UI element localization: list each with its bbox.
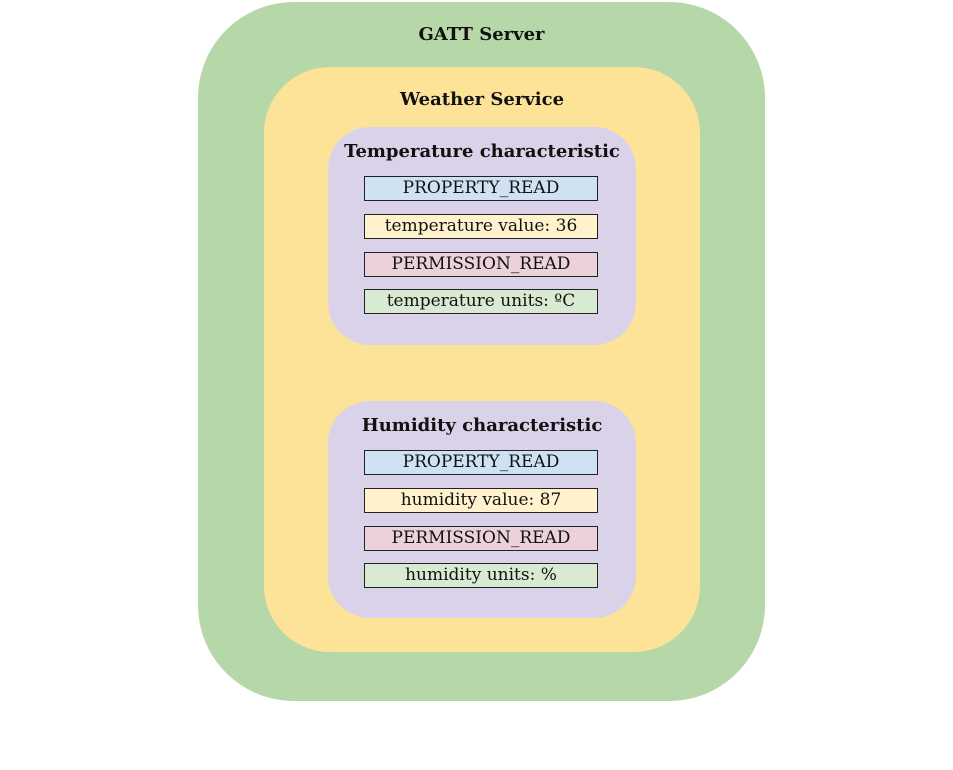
humidity-property-field: PROPERTY_READ xyxy=(364,450,598,475)
humidity-permission-field: PERMISSION_READ xyxy=(364,526,598,551)
temperature-characteristic-box: Temperature characteristic PROPERTY_READ… xyxy=(328,127,636,345)
weather-service-label: Weather Service xyxy=(399,89,565,110)
humidity-units-descriptor: humidity units: % xyxy=(364,563,598,588)
humidity-characteristic-box: Humidity characteristic PROPERTY_READ hu… xyxy=(328,401,636,618)
temperature-characteristic-label: Temperature characteristic xyxy=(344,141,620,162)
temperature-units-descriptor: temperature units: ºC xyxy=(364,289,598,314)
temperature-value-field: temperature value: 36 xyxy=(364,214,598,239)
temperature-permission-field: PERMISSION_READ xyxy=(364,252,598,277)
temperature-property-field: PROPERTY_READ xyxy=(364,176,598,201)
humidity-value-field: humidity value: 87 xyxy=(364,488,598,513)
gatt-server-label: GATT Server xyxy=(418,24,545,45)
humidity-characteristic-label: Humidity characteristic xyxy=(361,415,603,436)
